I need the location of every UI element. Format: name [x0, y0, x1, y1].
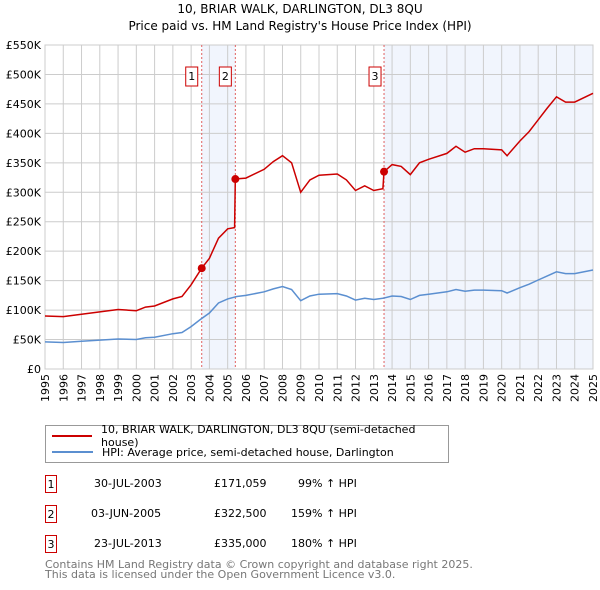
y-tick-label: £250K — [6, 216, 42, 229]
sale-badge — [218, 66, 232, 87]
x-tick-label: 2006 — [240, 374, 253, 402]
x-tick-label: 1996 — [57, 374, 70, 402]
y-tick-label: £200K — [6, 245, 42, 258]
transaction-price: £322,500 — [214, 507, 267, 520]
x-tick-label: 2010 — [313, 374, 326, 402]
footer-licence: This data is licensed under the Open Gov… — [45, 568, 396, 581]
transaction-date: 03-JUN-2005 — [91, 507, 162, 520]
x-tick-label: 2024 — [569, 374, 582, 402]
x-tick-label: 2011 — [331, 374, 344, 402]
sale-point — [197, 264, 206, 273]
transaction-hpi: 159% ↑ HPI — [291, 507, 357, 520]
x-tick-label: 2014 — [386, 374, 399, 402]
x-tick-label: 2013 — [368, 374, 381, 402]
x-tick-label: 2003 — [185, 374, 198, 402]
legend-swatch-property — [52, 435, 93, 437]
footer: Contains HM Land Registry data © Crown c… — [45, 558, 473, 581]
transaction-date: 23-JUL-2013 — [94, 537, 162, 550]
x-tick-label: 2002 — [167, 374, 180, 402]
x-tick-label: 2016 — [423, 374, 436, 402]
x-tick-label: 1999 — [112, 374, 125, 402]
x-tick-label: 2009 — [295, 374, 308, 402]
sale-badge — [368, 66, 382, 87]
sale-badge-label: 1 — [188, 70, 195, 83]
x-tick-label: 2000 — [130, 374, 143, 402]
y-tick-label: £550K — [6, 39, 42, 52]
x-tick-label: 2018 — [459, 374, 472, 402]
x-tick-label: 2008 — [276, 374, 289, 402]
legend-label-hpi: HPI: Average price, semi-detached house,… — [102, 445, 394, 459]
x-tick-label: 2019 — [477, 374, 490, 402]
chart-title: 10, BRIAR WALK, DARLINGTON, DL3 8QU — [177, 2, 423, 16]
y-tick-label: £400K — [6, 127, 42, 140]
plot-frame — [44, 44, 594, 370]
transaction-hpi: 180% ↑ HPI — [291, 537, 357, 550]
transaction-price: £335,000 — [214, 537, 267, 550]
x-tick-label: 2020 — [496, 374, 509, 402]
y-tick-label: £50K — [13, 334, 42, 347]
y-tick-label: £0 — [27, 363, 41, 376]
sale-point — [380, 167, 389, 176]
x-tick-label: 2001 — [149, 374, 162, 402]
chart-subtitle: Price paid vs. HM Land Registry's House … — [128, 19, 472, 33]
transaction-badge: 2 — [45, 505, 57, 523]
y-tick-label: £350K — [6, 157, 42, 170]
transaction-badge: 3 — [45, 535, 57, 553]
price-chart: 1995 1996 1997 1998 1999 2000 2001 2002 2003 2004… — [6, 39, 600, 402]
y-tick-label: £500K — [6, 68, 42, 81]
hpi-line — [44, 269, 594, 344]
y-tick-label: £100K — [6, 304, 42, 317]
x-tick-label: 2005 — [222, 374, 235, 402]
property-price-line — [44, 92, 594, 318]
legend: 10, BRIAR WALK, DARLINGTON, DL3 8QU (sem… — [45, 423, 449, 463]
shaded-range — [201, 45, 236, 369]
x-tick-label: 1998 — [94, 374, 107, 402]
sale-badge-label: 3 — [372, 70, 379, 83]
transaction-badge: 1 — [45, 475, 57, 493]
x-tick-label: 2021 — [514, 374, 527, 402]
x-tick-label: 2025 — [587, 374, 600, 402]
transaction-hpi: 99% ↑ HPI — [298, 477, 357, 490]
shaded-range — [384, 45, 593, 369]
legend-swatch-hpi — [52, 451, 93, 453]
x-tick-label: 2012 — [350, 374, 363, 402]
legend-label-property: 10, BRIAR WALK, DARLINGTON, DL3 8QU (sem… — [101, 423, 416, 449]
y-tick-label: £300K — [6, 186, 42, 199]
x-tick-label: 2007 — [258, 374, 271, 402]
x-tick-label: 2004 — [203, 374, 216, 402]
y-tick-label: £450K — [6, 98, 42, 111]
x-tick-label: 2017 — [441, 374, 454, 402]
transaction-row: 2 03-JUN-2005 £322,500 159% ↑ HPI — [45, 505, 495, 523]
x-tick-label: 2015 — [404, 374, 417, 402]
footer-copyright: Contains HM Land Registry data © Crown c… — [45, 558, 473, 571]
sale-badge-label: 2 — [222, 70, 229, 83]
x-tick-label: 1997 — [76, 374, 89, 402]
transaction-price: £171,059 — [214, 477, 267, 490]
x-tick-label: 1995 — [39, 374, 52, 402]
sale-point — [231, 175, 240, 184]
y-tick-label: £150K — [6, 275, 42, 288]
x-tick-label: 2022 — [532, 374, 545, 402]
sale-badge — [185, 66, 199, 87]
transaction-row: 3 23-JUL-2013 £335,000 180% ↑ HPI — [45, 535, 495, 553]
transaction-date: 30-JUL-2003 — [94, 477, 162, 490]
transaction-row: 1 30-JUL-2003 £171,059 99% ↑ HPI — [45, 475, 495, 493]
x-tick-label: 2023 — [550, 374, 563, 402]
